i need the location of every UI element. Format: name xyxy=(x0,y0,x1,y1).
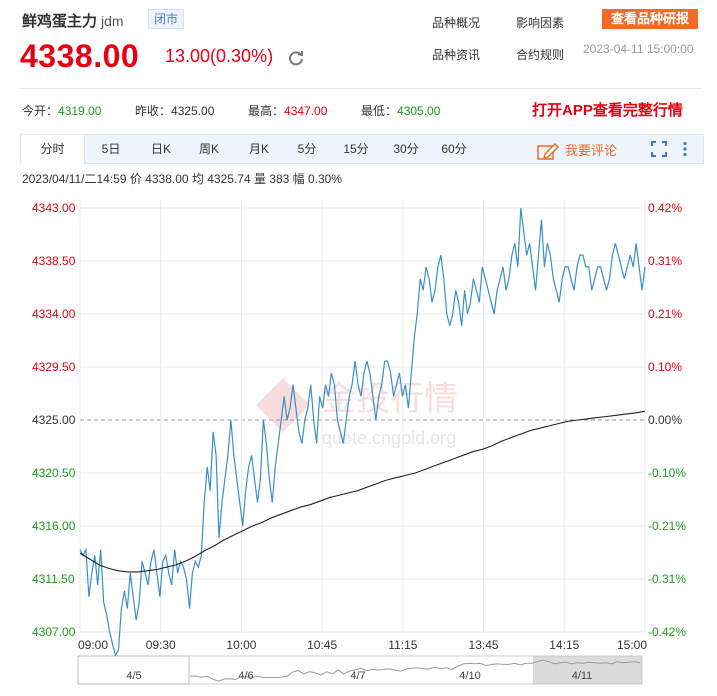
navigator-date-label: 4/10 xyxy=(459,670,480,682)
crosshair-info: 2023/04/11/二14:59 价 4338.00 均 4325.74 量 … xyxy=(22,172,343,186)
price-line xyxy=(79,207,646,658)
y-tick-pct-label: -0.10% xyxy=(648,466,686,480)
y-tick-label: 4338.50 xyxy=(32,254,76,268)
stat-low: 最低：4305.00 xyxy=(361,104,441,118)
watermark: 金投行情 quote.cngold.org xyxy=(256,378,458,448)
divider xyxy=(20,88,702,89)
stat-prev-close: 昨收：4325.00 xyxy=(135,104,215,118)
y-tick-label: 4329.50 xyxy=(32,360,76,374)
y-tick-label: 4343.00 xyxy=(32,201,76,215)
fullscreen-icon[interactable] xyxy=(651,141,667,157)
navigator-selection xyxy=(533,656,642,684)
y-tick-label: 4311.50 xyxy=(32,572,75,586)
x-tick-label: 15:00 xyxy=(617,638,647,652)
last-price: 4338.00 xyxy=(20,38,140,74)
y-tick-pct-label: 0.00% xyxy=(648,413,682,427)
navigator-date-label: 4/6 xyxy=(238,670,253,682)
navigator-date-label: 4/7 xyxy=(350,670,365,682)
tab-daily-k[interactable]: 日K xyxy=(150,142,171,156)
navigator-date-label: 4/5 xyxy=(126,670,141,682)
x-tick-label: 09:00 xyxy=(78,638,108,652)
x-tick-label: 11:15 xyxy=(388,638,417,652)
chart-period-tabs: 分时 5日 日K 周K 月K 5分 15分 30分 60分 我要评论 xyxy=(20,134,704,165)
stat-open: 今开：4319.00 xyxy=(22,104,102,118)
x-tick-label: 09:30 xyxy=(146,638,176,652)
y-tick-pct-label: 0.31% xyxy=(648,254,682,268)
y-tick-pct-label: 0.10% xyxy=(648,360,682,374)
x-tick-label: 10:45 xyxy=(307,638,337,652)
y-tick-label: 4316.00 xyxy=(32,519,76,533)
average-line xyxy=(79,410,646,573)
tab-monthly-k[interactable]: 月K xyxy=(248,142,269,156)
y-tick-label: 4307.00 xyxy=(32,625,76,639)
y-tick-pct-label: 0.21% xyxy=(648,307,682,321)
nav-link-news[interactable]: 品种资讯 xyxy=(432,48,481,62)
tab-weekly-k[interactable]: 周K xyxy=(198,142,219,156)
y-tick-pct-label: -0.42% xyxy=(648,625,686,639)
tab-5min[interactable]: 5分 xyxy=(297,142,317,156)
stat-high: 最高：4347.00 xyxy=(248,104,328,118)
nav-link-factors[interactable]: 影响因素 xyxy=(516,16,565,30)
refresh-icon[interactable] xyxy=(287,49,305,67)
tab-60min[interactable]: 60分 xyxy=(441,142,467,156)
open-app-promo[interactable]: 打开APP查看完整行情 xyxy=(532,102,683,119)
market-status-badge: 闭市 xyxy=(148,9,184,29)
nav-link-overview[interactable]: 品种概况 xyxy=(432,16,481,30)
price-change: 13.00(0.30%) xyxy=(165,46,274,66)
watermark-url: quote.cngold.org xyxy=(322,428,456,448)
more-icon[interactable] xyxy=(681,141,689,157)
instrument-name: 鲜鸡蛋主力 jdm xyxy=(22,13,124,30)
y-tick-label: 4320.50 xyxy=(32,466,76,480)
quote-datetime: 2023-04-11 15:00:00 xyxy=(583,42,694,56)
y-tick-pct-label: -0.31% xyxy=(648,572,686,586)
x-tick-label: 14:15 xyxy=(549,638,579,652)
tab-30min[interactable]: 30分 xyxy=(393,142,419,156)
nav-link-rules[interactable]: 合约规则 xyxy=(516,48,565,62)
tab-intraday[interactable]: 分时 xyxy=(21,135,85,165)
navigator-date-label: 4/11 xyxy=(572,670,593,682)
comment-button[interactable]: 我要评论 xyxy=(537,140,617,161)
instrument-code: jdm xyxy=(101,13,124,29)
navigator-line xyxy=(190,659,641,682)
tab-5day[interactable]: 5日 xyxy=(101,142,121,156)
y-tick-label: 4334.00 xyxy=(32,307,76,321)
edit-icon xyxy=(537,142,560,160)
y-tick-label: 4325.00 xyxy=(32,413,76,427)
research-report-button[interactable]: 查看品种研报 xyxy=(602,9,698,29)
navigator-handle xyxy=(77,655,190,685)
tab-15min[interactable]: 15分 xyxy=(343,142,369,156)
x-tick-label: 13:45 xyxy=(469,638,499,652)
x-tick-label: 10:00 xyxy=(226,638,256,652)
y-tick-pct-label: 0.42% xyxy=(648,201,682,215)
y-tick-pct-label: -0.21% xyxy=(648,519,686,533)
watermark-text: 金投行情 xyxy=(322,379,458,419)
quote-header: 鲜鸡蛋主力 jdm 闭市 4338.00 13.00(0.30%) 品种概况 影响… xyxy=(0,0,717,90)
